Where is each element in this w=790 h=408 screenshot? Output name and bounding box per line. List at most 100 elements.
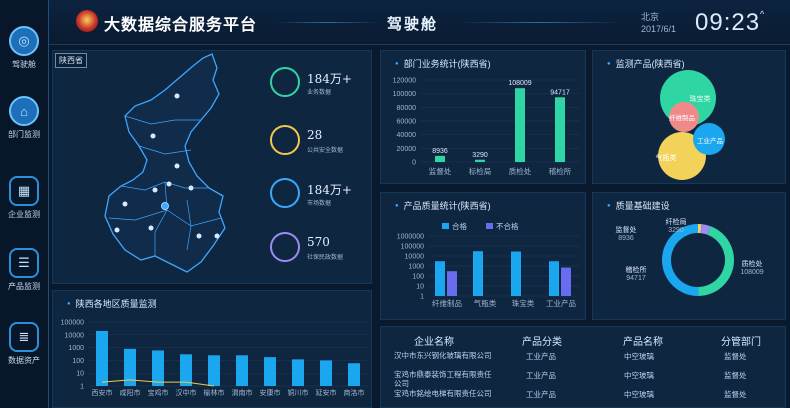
y-tick-label: 60000: [397, 119, 417, 126]
table-header-department: 分管部门: [721, 337, 761, 348]
y-tick-label: 10: [76, 371, 84, 378]
table-cell: 中空玻璃: [624, 371, 654, 380]
x-tick-label: 商洛市: [344, 388, 365, 397]
ring-chart-title: 质量基础建设: [607, 199, 670, 212]
donut-value: 3290: [668, 227, 684, 234]
stat-label: 社保民政数据: [307, 255, 344, 261]
x-tick-label: 铜川市: [288, 388, 309, 397]
y-tick-label: 80000: [397, 105, 417, 112]
x-tick-label: 汉中市: [176, 388, 197, 397]
x-tick-label: 榆林市: [204, 388, 225, 397]
x-tick-label: 宝鸡市: [148, 388, 169, 397]
bar: [511, 251, 521, 296]
trend-line: [101, 379, 215, 387]
region-chart-title: 陕西各地区质量监测: [67, 297, 157, 310]
product-bubble-chart: 珠宝类 纤维制品 工业产品 气瓶类: [656, 70, 725, 180]
sidebar-item-label: 部门监测: [8, 130, 40, 139]
emblem-icon: [76, 10, 98, 32]
bar: [515, 88, 525, 162]
donut-slice: [700, 224, 711, 235]
table-cell: 宝鸡市鼎泰装饰工程有限责任公司: [394, 370, 492, 388]
collapse-caret-icon[interactable]: ^: [760, 9, 765, 19]
y-tick-label: 10000: [65, 332, 85, 339]
donut-slice: [698, 226, 734, 296]
document-icon: ☰: [9, 248, 39, 278]
bar: [561, 267, 571, 296]
region-chart: 100000 10000 1000 100 10 1 西安市 咸阳市 宝鸡市 汉中市 榆林市 渭南市安…: [61, 320, 368, 397]
donut-label: 纤检局: [666, 217, 687, 226]
legend-swatch: [486, 223, 493, 229]
table-header-company: 企业名称: [414, 337, 454, 348]
table-cell: 工业产品: [526, 352, 556, 361]
y-tick-label: 10000: [405, 254, 425, 261]
bubble-industrial: [693, 123, 725, 155]
table-cell: 工业产品: [526, 371, 556, 380]
donut-slice: [698, 224, 702, 234]
sidebar-item-enterprise[interactable]: ▦ 企业监测: [0, 176, 48, 220]
y-tick-label: 100: [72, 358, 84, 365]
stat-label: 公共安全数据: [307, 148, 344, 154]
x-tick-label: 工业产品: [546, 298, 576, 308]
table-cell: 监督处: [724, 390, 747, 399]
x-tick-label: 安康市: [260, 388, 281, 397]
bar: [236, 355, 248, 386]
table-header-product: 产品名称: [623, 337, 663, 348]
y-tick-label: 100000: [401, 244, 424, 251]
bubble-label-gas: 气瓶类: [656, 153, 677, 162]
bar: [320, 360, 332, 386]
bar: [180, 354, 192, 386]
clock: 09:23: [695, 9, 761, 36]
date-label: 2017/6/1: [641, 24, 677, 34]
bar: [435, 155, 445, 162]
enterprise-table-panel: [380, 326, 786, 408]
bubble-label-textile: 纤维制品: [669, 113, 695, 122]
bar: [292, 359, 304, 386]
dept-chart-title: 部门业务统计(陕西省): [395, 57, 491, 70]
ring-icon: [270, 67, 300, 97]
x-tick-label: 珠宝类: [512, 298, 535, 308]
y-tick-label: 10: [416, 284, 424, 291]
bar: [152, 350, 164, 386]
sidebar-item-label: 驾驶舱: [12, 60, 36, 69]
app-title: 大数据综合服务平台: [104, 17, 258, 34]
table-cell: 中空玻璃: [624, 352, 654, 361]
table-cell: 汉中市东兴钢化玻璃有限公司: [394, 351, 492, 360]
database-icon: ≣: [9, 322, 39, 352]
y-tick-label: 120000: [393, 78, 416, 85]
bar: [549, 261, 559, 296]
donut-label: 稽检所: [626, 265, 647, 274]
stat-label: 业务数据: [307, 90, 332, 96]
data-label: 3290: [472, 152, 488, 159]
sidebar-item-department[interactable]: ⌂ 部门监测: [0, 96, 48, 140]
sidebar-item-product[interactable]: ☰ 产品监测: [0, 248, 48, 292]
data-label: 94717: [550, 89, 570, 96]
x-tick-label: 气瓶类: [474, 298, 497, 308]
x-tick-label: 监督处: [429, 166, 452, 176]
shaanxi-map[interactable]: [95, 50, 245, 284]
y-tick-label: 100000: [61, 320, 84, 327]
table-cell: 工业产品: [526, 390, 556, 399]
x-tick-label: 咸阳市: [120, 388, 141, 397]
x-tick-label: 质检处: [509, 166, 532, 176]
stat-value: 28: [307, 128, 323, 142]
x-tick-label: 延安市: [316, 388, 337, 397]
y-tick-label: 100: [412, 274, 424, 281]
header-bar: [0, 0, 790, 45]
building-icon: ▦: [9, 176, 39, 206]
bar: [435, 261, 445, 296]
sidebar-item-cockpit[interactable]: ◎ 驾驶舱: [0, 26, 48, 70]
donut-value: 94717: [626, 275, 646, 282]
y-tick-label: 1000: [408, 264, 424, 271]
title-divider-right: [460, 22, 620, 23]
sidebar-item-data-assets[interactable]: ≣ 数据资产: [0, 322, 48, 366]
legend-label: 不合格: [496, 221, 519, 231]
bubble-label-jewelry: 珠宝类: [690, 94, 711, 103]
city-label: 北京: [641, 12, 660, 22]
quality-chart-title: 产品质量统计(陕西省): [395, 199, 491, 212]
legend-swatch: [442, 223, 449, 229]
x-tick-label: 西安市: [92, 388, 113, 397]
bar: [96, 330, 108, 386]
bar: [473, 251, 483, 296]
stat-value: 184万+: [307, 183, 352, 197]
